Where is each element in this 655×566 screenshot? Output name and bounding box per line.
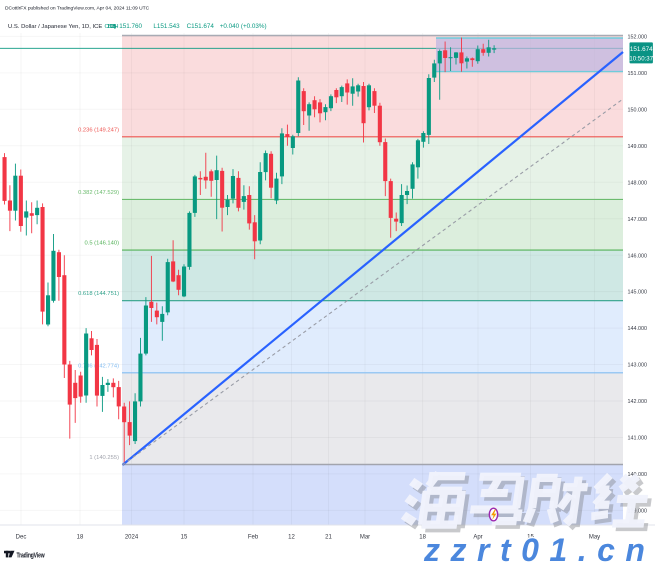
svg-text:Feb: Feb [248, 534, 259, 540]
svg-text:C151.674: C151.674 [187, 23, 215, 30]
svg-text:139.000: 139.000 [628, 509, 648, 515]
svg-text:U.S. Dollar / Japanese Yen, 1D: U.S. Dollar / Japanese Yen, 1D, ICE [8, 24, 102, 30]
svg-text:149.000: 149.000 [628, 144, 648, 150]
svg-text:140.000: 140.000 [628, 472, 648, 478]
svg-text:zzrt01.cn: zzrt01.cn [423, 532, 655, 566]
svg-text:DCottlrFX published on Trading: DCottlrFX published on TradingView.com, … [5, 5, 150, 11]
svg-text:0.236 (149.247): 0.236 (149.247) [78, 127, 119, 133]
svg-text:145.000: 145.000 [628, 290, 648, 296]
svg-text:15: 15 [181, 534, 188, 540]
svg-text:148.000: 148.000 [628, 180, 648, 186]
svg-text:18: 18 [419, 534, 426, 540]
svg-text:151.000: 151.000 [628, 71, 648, 77]
svg-text:Apr: Apr [473, 534, 482, 540]
svg-text:21: 21 [325, 534, 332, 540]
svg-text:Mar: Mar [360, 534, 370, 540]
svg-text:+0.040 (+0.03%): +0.040 (+0.03%) [220, 23, 267, 30]
svg-text:18: 18 [77, 534, 84, 540]
svg-text:L151.543: L151.543 [153, 23, 180, 30]
svg-text:O151.638(5)H: O151.638(5)H [105, 24, 119, 30]
svg-text:144.000: 144.000 [628, 326, 648, 332]
svg-text:150.000: 150.000 [628, 107, 648, 113]
svg-text:151.674: 151.674 [630, 46, 653, 53]
svg-text:15: 15 [527, 534, 534, 540]
svg-text:147.000: 147.000 [628, 217, 648, 223]
svg-text:0.618 (144.751): 0.618 (144.751) [78, 291, 119, 297]
svg-text:10:50:37: 10:50:37 [629, 56, 653, 63]
svg-text:146.000: 146.000 [628, 253, 648, 259]
svg-text:12: 12 [288, 534, 295, 540]
svg-text:Dec: Dec [16, 534, 27, 540]
svg-text:142.000: 142.000 [628, 399, 648, 405]
svg-text:143.000: 143.000 [628, 363, 648, 369]
svg-text:152.000: 152.000 [628, 35, 648, 41]
svg-text:151.760: 151.760 [119, 23, 142, 30]
svg-text:141.000: 141.000 [628, 436, 648, 442]
svg-text:May: May [589, 534, 600, 540]
svg-text:2024: 2024 [125, 534, 139, 540]
svg-text:1 (140.255): 1 (140.255) [89, 455, 119, 461]
svg-text:0.5 (146.140): 0.5 (146.140) [85, 241, 120, 247]
svg-text:TradingView: TradingView [17, 551, 45, 560]
svg-text:0.382 (147.529): 0.382 (147.529) [78, 190, 119, 196]
